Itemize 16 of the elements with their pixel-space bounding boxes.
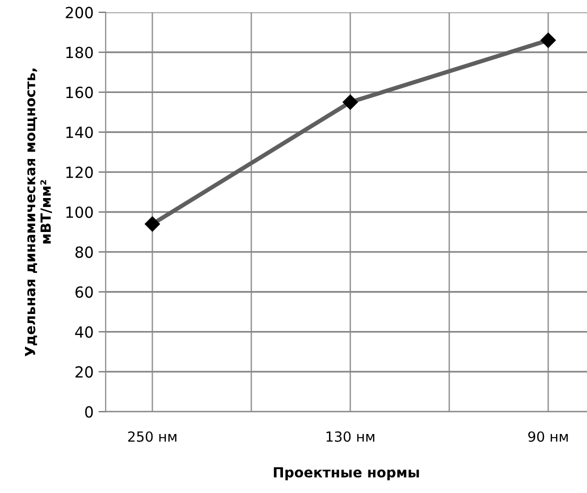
y-tick-label: 60 [75,286,93,298]
y-tick-label: 120 [66,166,93,178]
x-tick-label: 250 нм [128,431,176,442]
y-tick-label: 20 [76,366,93,378]
x-tick-label: 90 нм [528,431,568,442]
y-tick-label: 180 [66,46,93,58]
y-axis-title: Удельная динамическая мощность, мВТ/мм² [25,68,52,356]
y-tick-label: 0 [85,406,93,418]
x-axis-title: Проектные нормы [274,467,419,480]
y-tick-label: 160 [66,86,93,98]
y-tick-label: 140 [66,126,93,138]
x-tick-label: 130 нм [326,431,374,442]
y-tick-label: 80 [75,246,93,258]
y-tick-label: 200 [66,6,93,18]
y-tick-label: 100 [66,206,93,218]
y-tick-label: 40 [75,326,93,338]
